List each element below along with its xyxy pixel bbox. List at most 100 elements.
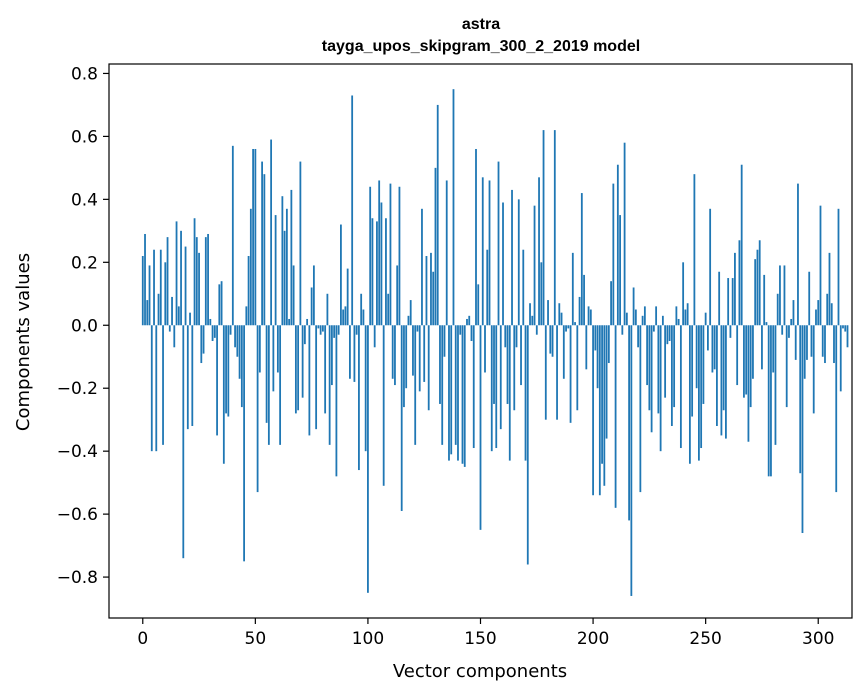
x-tick-label: 250	[689, 629, 721, 649]
bar-43	[238, 325, 241, 379]
bar-226	[650, 325, 653, 433]
bar-122	[416, 325, 419, 332]
bar-163	[508, 325, 511, 461]
bar-117	[405, 325, 408, 389]
bar-21	[189, 312, 191, 326]
bar-294	[803, 325, 806, 379]
bar-113	[396, 265, 399, 326]
bar-308	[835, 325, 838, 493]
bar-143	[463, 325, 466, 467]
bar-47	[247, 256, 250, 326]
bar-110	[389, 183, 392, 326]
bar-19	[184, 246, 187, 326]
bar-148	[475, 148, 477, 326]
bar-100	[367, 325, 369, 593]
bar-171	[526, 325, 529, 565]
bar-309	[837, 208, 840, 326]
bar-75	[310, 287, 313, 326]
bar-285	[783, 265, 786, 326]
bar-272	[754, 259, 757, 326]
bar-66	[290, 189, 293, 326]
bar-158	[497, 161, 500, 326]
bar-24	[195, 237, 198, 326]
bar-23	[193, 218, 196, 326]
bar-94	[353, 325, 356, 382]
bar-176	[538, 177, 540, 326]
bar-153	[486, 249, 489, 326]
bar-224	[646, 325, 649, 386]
bar-99	[364, 325, 367, 452]
bar-16	[177, 306, 180, 326]
bar-286	[785, 325, 788, 408]
bar-210	[614, 325, 617, 508]
bar-306	[830, 303, 833, 326]
bar-191	[571, 252, 574, 326]
bar-217	[630, 325, 633, 596]
x-axis-label: Vector components	[393, 661, 567, 682]
bar-130	[434, 167, 437, 326]
bar-3	[148, 265, 151, 326]
bar-20	[186, 325, 189, 430]
x-axis: 0 50 100 150 200 250 300	[137, 618, 834, 649]
bar-214	[623, 142, 626, 326]
bar-125	[423, 325, 426, 382]
bar-284	[781, 325, 784, 335]
bar-275	[761, 325, 763, 370]
bar-304	[826, 293, 829, 326]
bar-39	[229, 325, 232, 335]
y-tick-label: 0.2	[71, 253, 98, 273]
bar-76	[312, 265, 315, 326]
bar-243	[688, 325, 691, 464]
bar-45	[243, 325, 245, 562]
bar-258	[722, 325, 725, 411]
bar-190	[569, 325, 572, 423]
bar-260	[727, 278, 730, 326]
y-axis-label: Components values	[13, 253, 34, 431]
bar-14	[173, 325, 176, 348]
bar-96	[358, 325, 360, 471]
bar-85	[333, 325, 336, 338]
bar-0	[141, 256, 144, 326]
bar-120	[412, 325, 414, 376]
bar-269	[747, 325, 750, 442]
bar-256	[718, 271, 721, 326]
bar-25	[198, 252, 200, 326]
bar-35	[220, 281, 223, 326]
bar-26	[200, 325, 203, 364]
bar-209	[612, 183, 615, 326]
bar-34	[218, 284, 221, 326]
bar-213	[621, 325, 624, 335]
bar-87	[337, 325, 340, 335]
bar-195	[580, 193, 583, 326]
bar-173	[531, 315, 534, 326]
bar-172	[529, 303, 531, 326]
bar-127	[427, 325, 430, 411]
bar-107	[382, 325, 385, 486]
bar-236	[673, 325, 676, 408]
bar-136	[448, 325, 450, 461]
bar-235	[670, 325, 673, 426]
bar-80	[321, 325, 324, 332]
bar-266	[740, 164, 743, 326]
y-tick-label: −0.6	[57, 505, 98, 525]
bar-139	[454, 325, 457, 445]
bar-17	[180, 230, 182, 326]
bar-11	[166, 237, 169, 326]
bar-167	[517, 199, 520, 326]
bar-177	[540, 262, 543, 326]
bar-281	[774, 325, 777, 445]
bar-160	[502, 202, 504, 326]
bar-91	[346, 268, 349, 326]
bar-89	[342, 309, 345, 326]
bar-67	[292, 265, 295, 326]
bar-102	[371, 218, 374, 326]
bar-129	[432, 271, 435, 326]
y-tick-label: 0.0	[71, 316, 98, 336]
bar-88	[340, 224, 342, 326]
bar-276	[763, 274, 766, 326]
bar-169	[522, 249, 525, 326]
bar-142	[461, 325, 464, 464]
bar-199	[589, 309, 592, 326]
bar-92	[349, 325, 351, 379]
bar-182	[551, 325, 554, 357]
